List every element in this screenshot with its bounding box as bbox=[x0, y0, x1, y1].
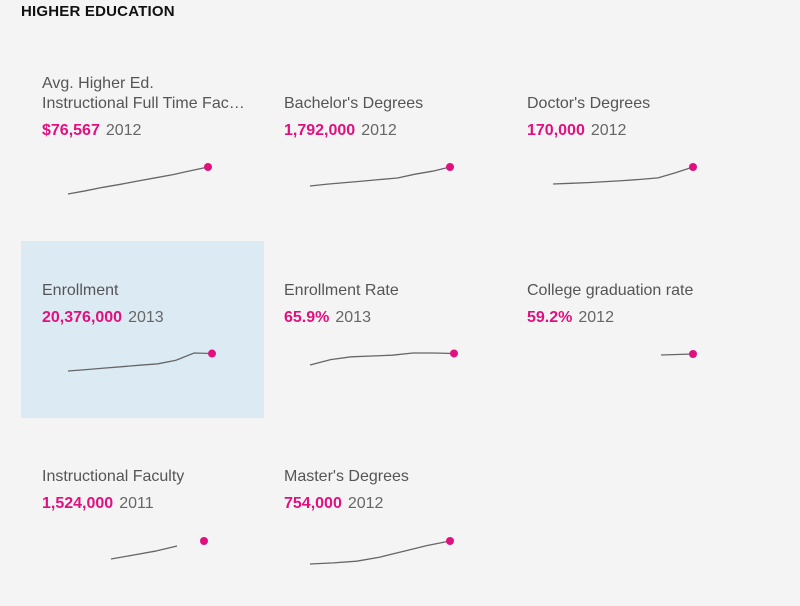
tile-value-row: 1,524,000 2011 bbox=[42, 494, 154, 514]
sparkline-latest-point bbox=[204, 163, 212, 171]
sparkline-latest-point bbox=[208, 349, 216, 358]
tile-value-row: 65.9% 2013 bbox=[284, 308, 371, 328]
tile-title-line-1: College graduation rate bbox=[527, 282, 694, 299]
tile-value: 1,524,000 bbox=[42, 495, 114, 512]
tile-title-line-1: Avg. Higher Ed. bbox=[42, 75, 154, 92]
tile-value: 65.9% bbox=[284, 309, 330, 326]
sparkline bbox=[309, 537, 454, 565]
sparkline-series bbox=[67, 352, 213, 372]
tile-title-line-1: Instructional Faculty bbox=[42, 468, 185, 485]
tile-year: 2013 bbox=[335, 309, 371, 326]
tile-value-row: $76,567 2012 bbox=[42, 121, 141, 141]
metric-tile-enrollment[interactable]: Enrollment 20,376,000 2013 bbox=[21, 241, 264, 418]
metric-tile-masters-degrees[interactable]: Master's Degrees 754,000 2012 bbox=[263, 427, 506, 604]
tile-title: Master's Degrees bbox=[284, 467, 499, 487]
tile-title-line-1: Enrollment Rate bbox=[284, 282, 399, 299]
tile-value-row: 170,000 2012 bbox=[527, 121, 626, 141]
tile-title-line-2: Instructional Full Time Fac… bbox=[42, 95, 245, 112]
tile-value: 170,000 bbox=[527, 122, 585, 139]
metric-tile-avg-faculty-salary[interactable]: Avg. Higher Ed. Instructional Full Time … bbox=[21, 57, 264, 234]
metric-tile-instructional-faculty[interactable]: Instructional Faculty 1,524,000 2011 bbox=[21, 427, 264, 604]
tile-title-line-1: Master's Degrees bbox=[284, 468, 409, 485]
sparkline bbox=[552, 163, 697, 185]
tile-value: $76,567 bbox=[42, 122, 100, 139]
tile-year: 2011 bbox=[119, 495, 154, 512]
metric-tile-bachelors-degrees[interactable]: Bachelor's Degrees 1,792,000 2012 bbox=[263, 57, 506, 234]
tile-year: 2012 bbox=[105, 122, 142, 139]
tile-value-row: 754,000 2012 bbox=[284, 494, 383, 514]
tile-title-line-1: Enrollment bbox=[42, 282, 119, 299]
sparkline-series bbox=[67, 166, 209, 195]
sparkline-series bbox=[309, 352, 455, 366]
tile-title-line-1: Bachelor's Degrees bbox=[284, 95, 424, 112]
tile-title: Instructional Faculty bbox=[42, 467, 257, 487]
sparkline-series bbox=[660, 353, 694, 356]
sparkline bbox=[67, 349, 216, 372]
tile-year: 2012 bbox=[578, 309, 614, 326]
section-title: HIGHER EDUCATION bbox=[21, 3, 175, 20]
metric-tile-college-graduation-rate[interactable]: College graduation rate 59.2% 2012 bbox=[506, 241, 749, 418]
tile-title: Enrollment Rate bbox=[284, 281, 499, 301]
tile-title: Doctor's Degrees bbox=[527, 94, 742, 114]
tile-value: 754,000 bbox=[284, 495, 342, 512]
tile-year: 2012 bbox=[590, 122, 627, 139]
tile-year: 2012 bbox=[347, 495, 384, 512]
sparkline bbox=[110, 537, 208, 560]
tile-value: 1,792,000 bbox=[284, 122, 356, 139]
tile-year: 2013 bbox=[128, 309, 164, 326]
sparkline-series bbox=[309, 540, 451, 565]
tile-title-line-1: Doctor's Degrees bbox=[527, 95, 651, 112]
sparkline-latest-point bbox=[446, 537, 454, 545]
sparkline-series bbox=[110, 545, 178, 560]
sparkline bbox=[660, 350, 697, 358]
sparkline-series bbox=[309, 166, 451, 187]
metric-tile-doctors-degrees[interactable]: Doctor's Degrees 170,000 2012 bbox=[506, 57, 749, 234]
sparkline bbox=[309, 349, 458, 366]
sparkline bbox=[67, 163, 212, 195]
tile-title: Bachelor's Degrees bbox=[284, 94, 499, 114]
tile-value: 59.2% bbox=[527, 309, 573, 326]
tile-title: Avg. Higher Ed. Instructional Full Time … bbox=[42, 74, 257, 114]
tile-value-row: 59.2% 2012 bbox=[527, 308, 614, 328]
sparkline-series bbox=[552, 166, 694, 185]
sparkline-latest-point bbox=[450, 349, 458, 358]
tile-year: 2012 bbox=[361, 122, 397, 139]
sparkline bbox=[309, 163, 454, 187]
sparkline-latest-point bbox=[689, 163, 697, 171]
sparkline-latest-point bbox=[446, 163, 454, 171]
sparkline-latest-point bbox=[689, 350, 697, 358]
tile-title: College graduation rate bbox=[527, 281, 742, 301]
tile-value-row: 1,792,000 2012 bbox=[284, 121, 397, 141]
metric-tile-enrollment-rate[interactable]: Enrollment Rate 65.9% 2013 bbox=[263, 241, 506, 418]
tile-value: 20,376,000 bbox=[42, 309, 123, 326]
sparkline-latest-point bbox=[200, 537, 208, 545]
tile-title: Enrollment bbox=[42, 281, 257, 301]
tile-value-row: 20,376,000 2013 bbox=[42, 308, 164, 328]
